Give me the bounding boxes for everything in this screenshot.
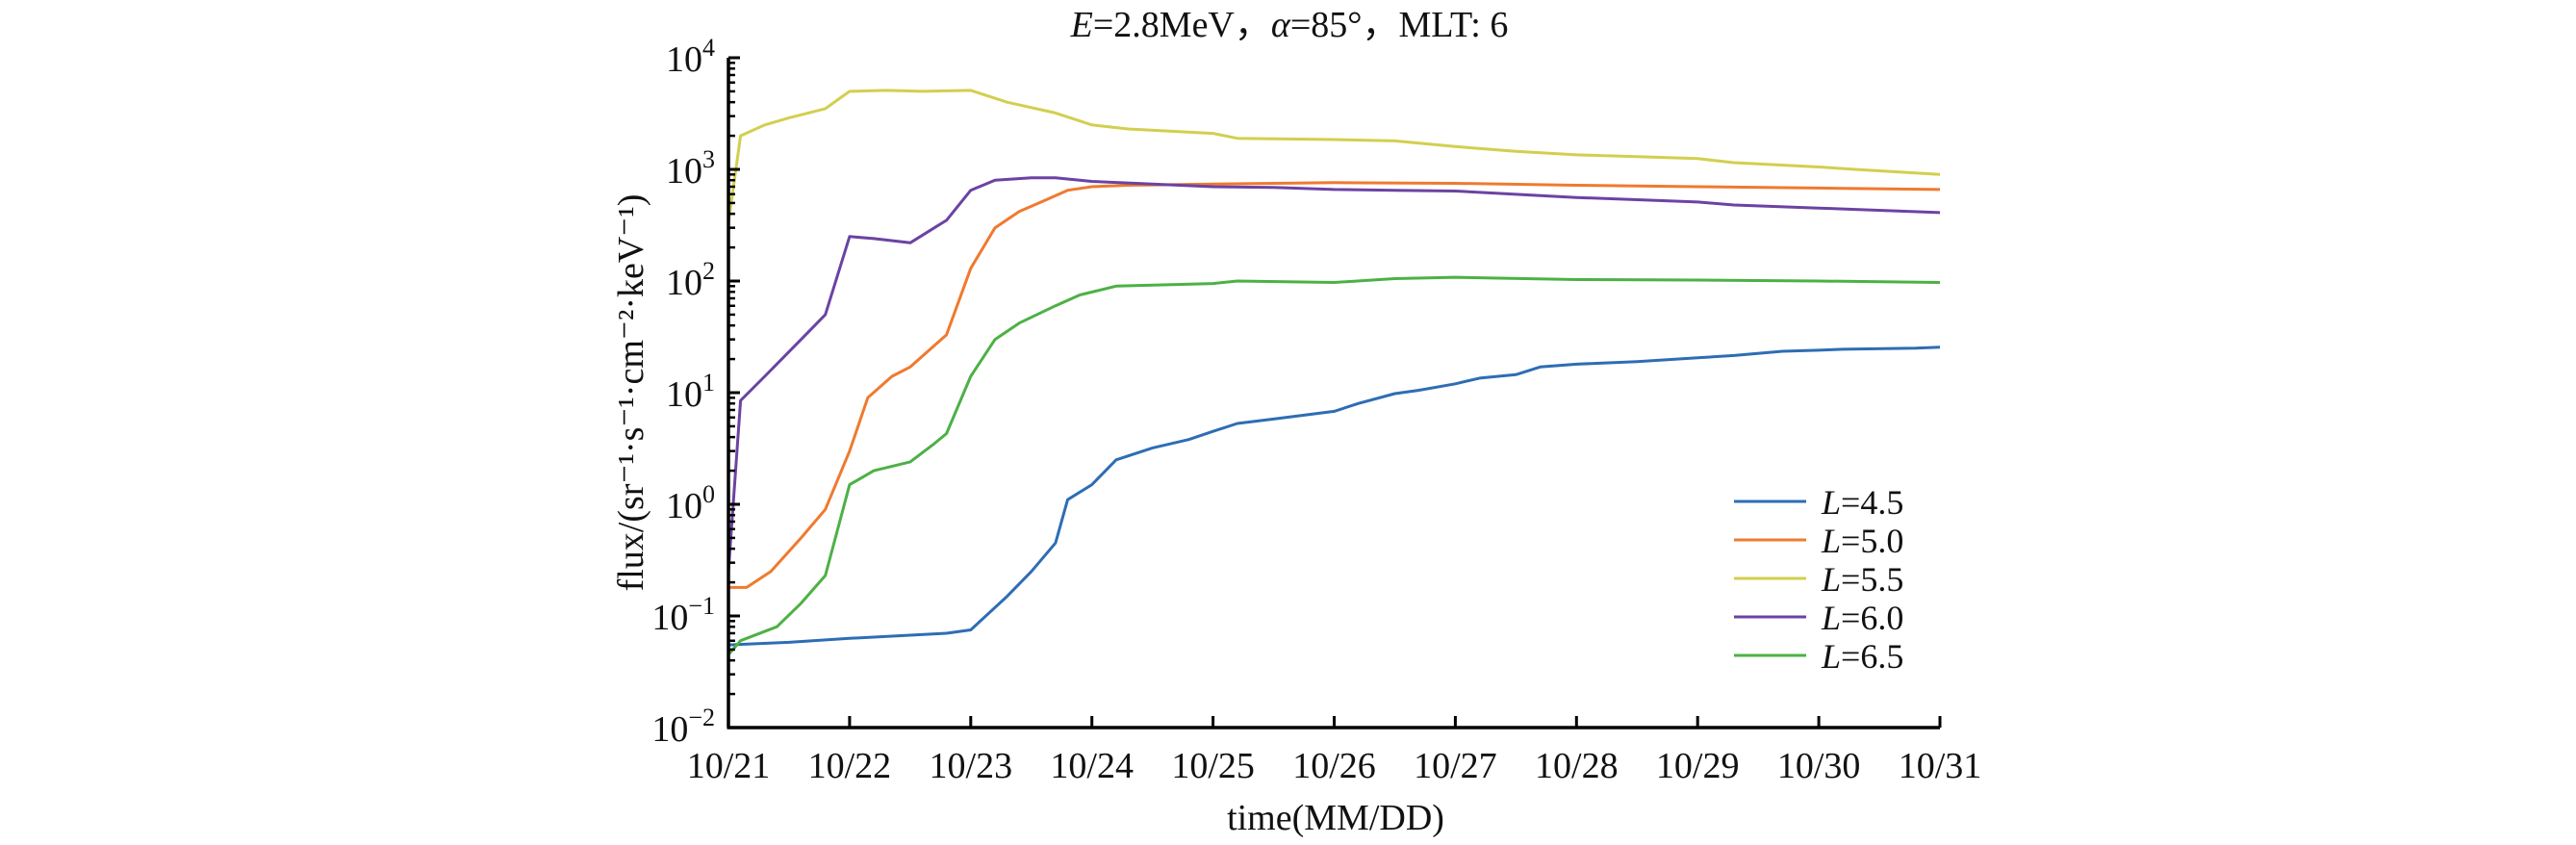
series-layer [727,89,1941,656]
legend: L=4.5L=5.0L=5.5L=6.0L=6.5 [1734,483,1903,676]
y-tick-label: 100 [666,480,715,526]
legend-label: L=5.0 [1821,522,1903,560]
series-line-L6.5 [727,275,1941,656]
x-tick-label: 10/25 [1171,746,1255,786]
legend-label: L=6.0 [1821,599,1903,637]
legend-label: L=4.5 [1821,483,1903,522]
y-tick-label: 104 [666,34,715,80]
y-tick-label: 101 [666,369,715,415]
legend-label: L=5.5 [1821,560,1903,599]
axes: 10−2 10−1 100 101 102 103 104 10/21 10/22 10/23 10… [651,34,1981,786]
x-tick-label: 10/30 [1777,746,1861,786]
x-axis-label: time(MM/DD) [1227,798,1444,838]
x-tick-label: 10/29 [1656,746,1740,786]
x-tick-label: 10/21 [687,746,771,786]
series-line-L5.5 [727,89,1941,224]
y-tick-label: 10−1 [651,592,715,638]
series-line-L6.0 [727,176,1941,572]
x-tick-label: 10/24 [1050,746,1134,786]
series-line-L5.0 [728,181,1941,589]
y-axis-label: flux/(sr⁻¹·s⁻¹·cm⁻²·keV⁻¹) [611,194,651,592]
x-tick-label: 10/22 [808,746,892,786]
x-tick-label: 10/28 [1535,746,1619,786]
x-tick-label: 10/26 [1292,746,1376,786]
y-tick-label: 103 [666,145,715,192]
chart-title: E=2.8MeV，α=85°，MLT: 6 [1070,5,1509,45]
x-tick-label: 10/23 [930,746,1013,786]
legend-label: L=6.5 [1821,637,1903,676]
y-tick-label: 10−2 [651,704,715,750]
y-tick-label: 102 [666,257,715,303]
x-tick-label: 10/31 [1899,746,1982,786]
series-line-L4.5 [727,346,1941,647]
x-tick-label: 10/27 [1414,746,1497,786]
